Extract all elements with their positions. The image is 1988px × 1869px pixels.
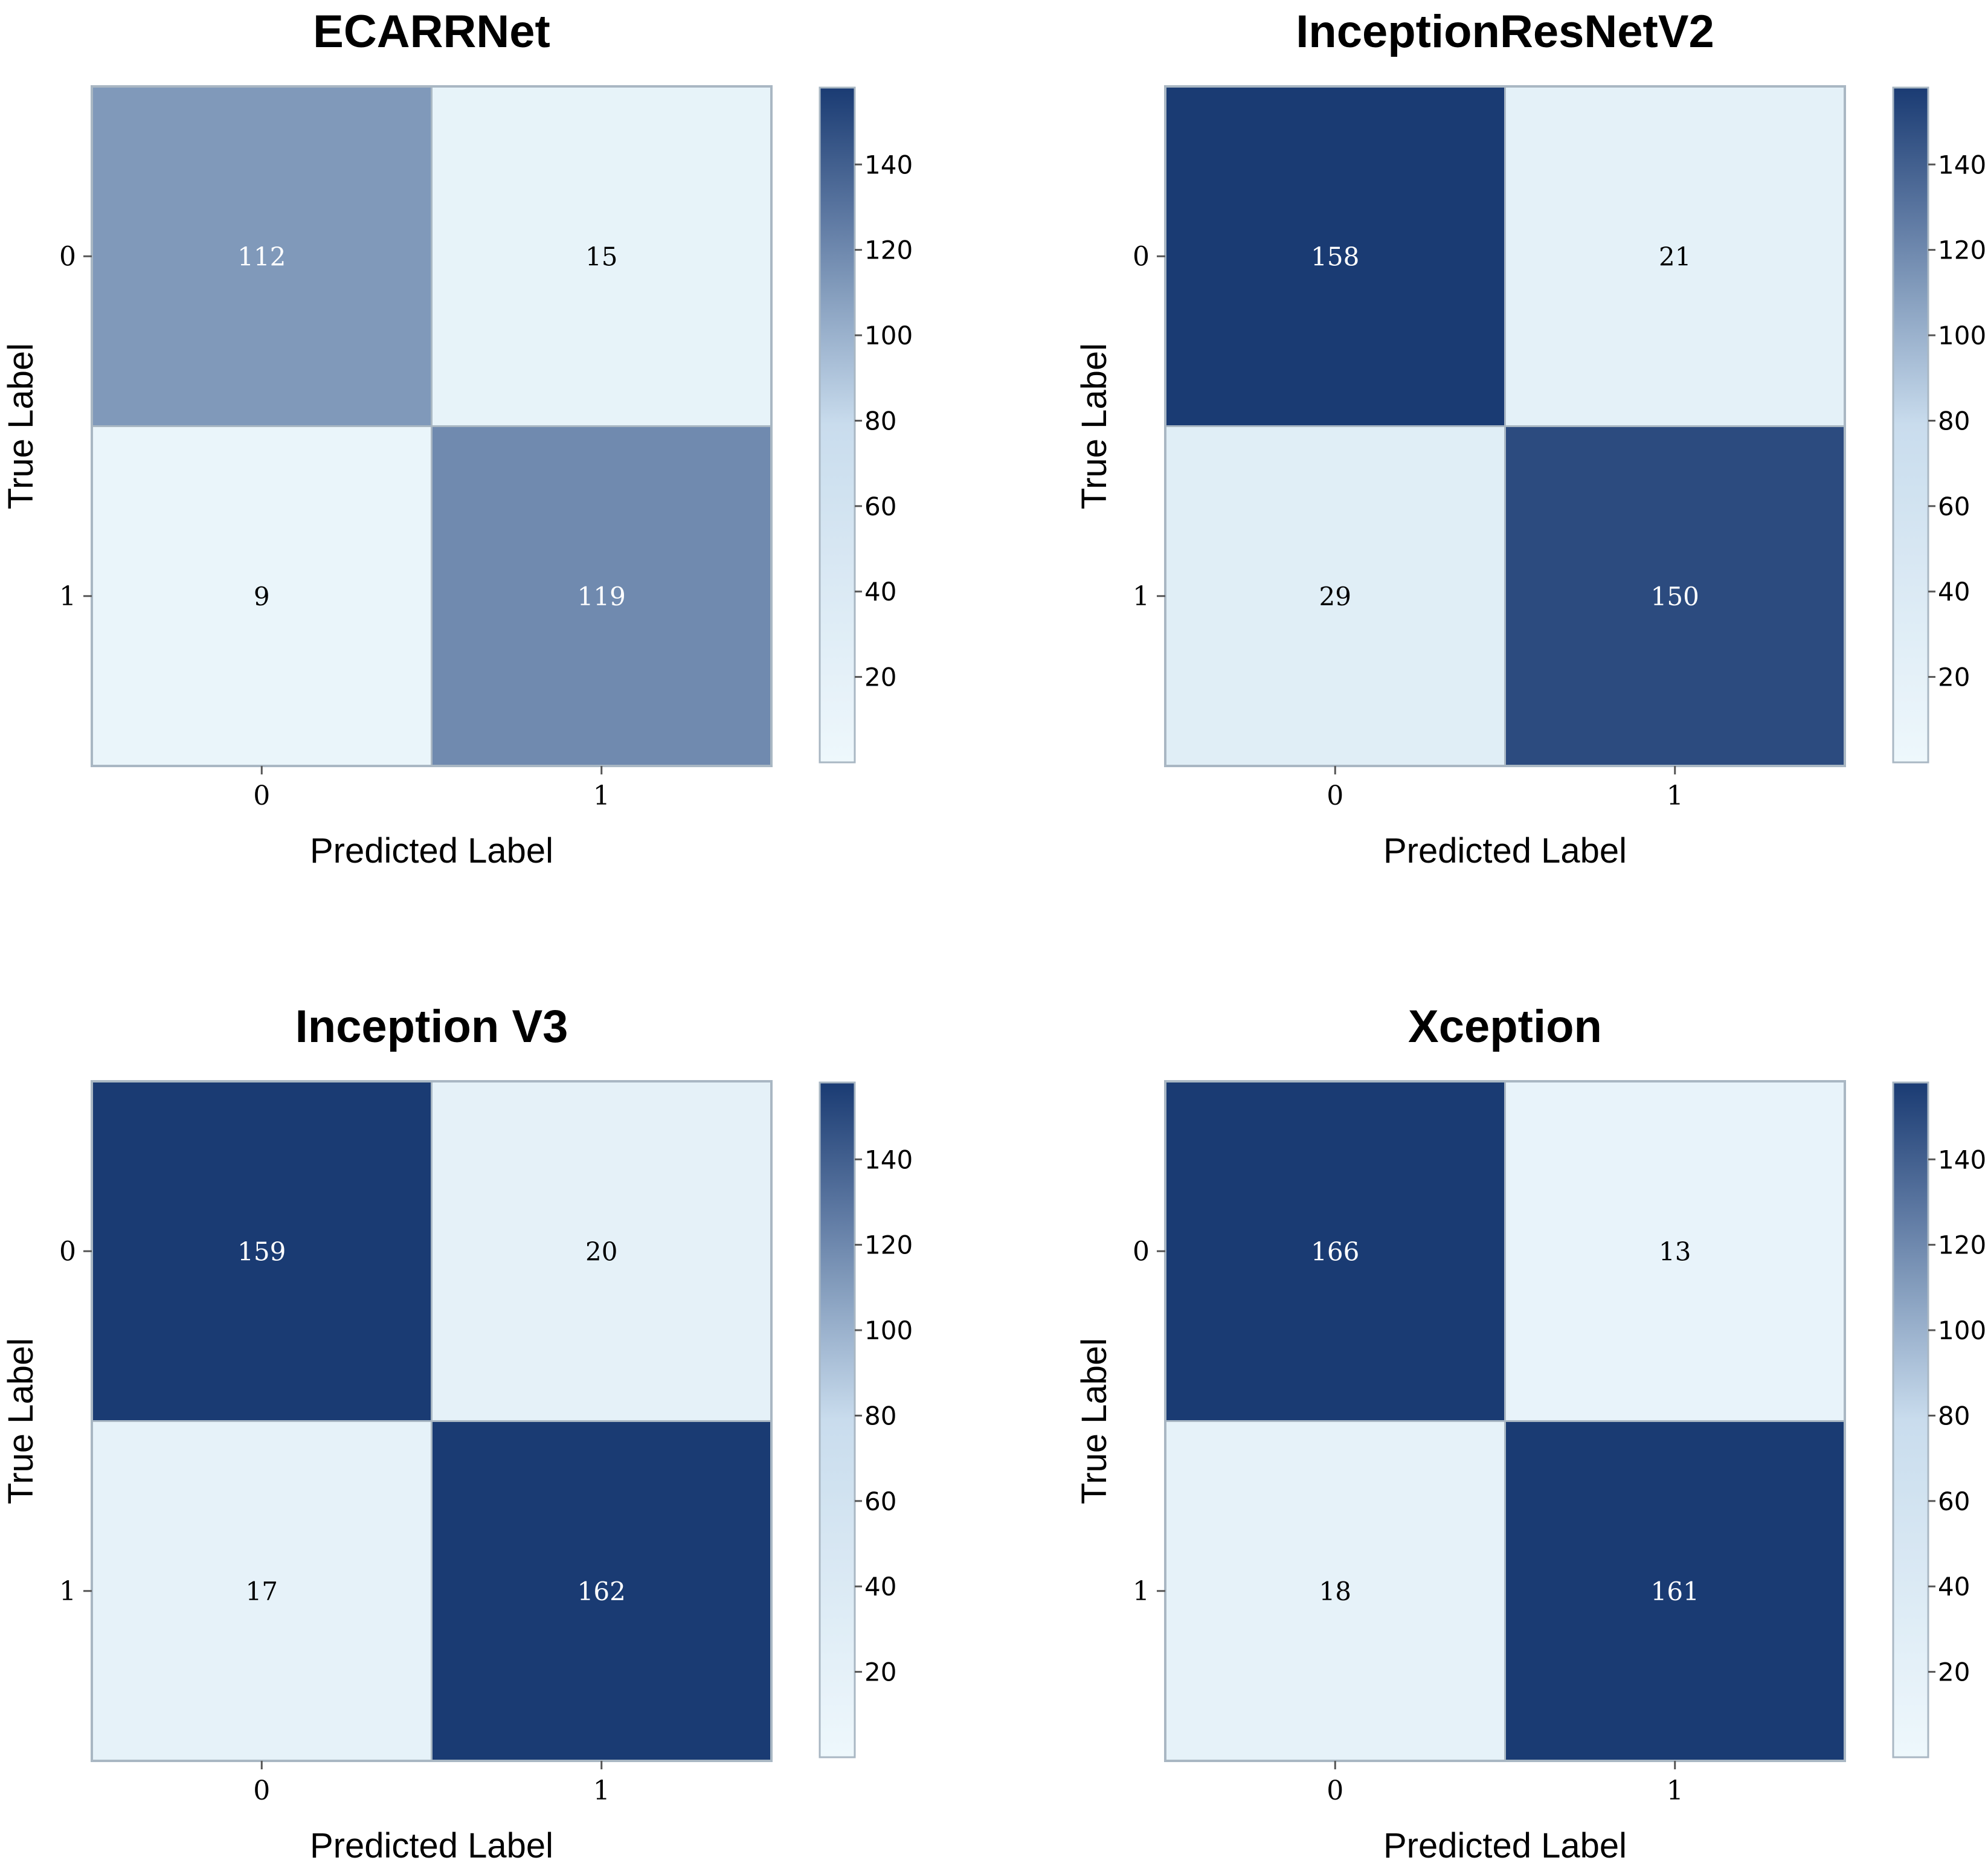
cell-value-label: 119: [577, 582, 626, 611]
colorbar-tick-label: 20: [1938, 1658, 1970, 1687]
colorbar-tick-label: 120: [864, 236, 913, 265]
colorbar-tick-label: 60: [1938, 1487, 1970, 1516]
heatmap-cell: [1164, 1080, 1506, 1422]
heatmap-cell: [91, 85, 433, 427]
x-tick-label: 0: [253, 1775, 270, 1806]
y-tick-label: 0: [59, 1236, 76, 1267]
colorbar-tick-label: 140: [1938, 1145, 1986, 1174]
colorbar-tick-label: 140: [1938, 150, 1986, 179]
x-tick-label: 1: [1667, 1775, 1684, 1806]
y-axis-label: True Label: [1075, 343, 1114, 509]
x-tick-label: 0: [253, 780, 270, 811]
cell-value-label: 158: [1311, 242, 1359, 271]
colorbar-tick-label: 120: [864, 1230, 913, 1260]
heatmap-cell: [91, 1420, 433, 1762]
chart-title: Inception V3: [295, 1001, 568, 1052]
colorbar-tick-label: 120: [1938, 1230, 1986, 1260]
chart-title: Xception: [1408, 1001, 1602, 1052]
cell-value-label: 15: [585, 242, 617, 271]
heatmap-cell: [431, 85, 773, 427]
colorbar-tick-label: 80: [1938, 406, 1970, 436]
confusion-matrix-panel: Xception 166 13 18 161 0 1 0 1 Predicted Label Tru…: [1075, 1001, 1986, 1865]
colorbar-tick-label: 140: [864, 150, 913, 179]
cell-value-label: 162: [577, 1577, 626, 1606]
heatmap-cell: [91, 1080, 433, 1422]
colorbar-tick-label: 40: [1938, 1572, 1970, 1601]
cell-value-label: 13: [1659, 1237, 1691, 1266]
x-tick-label: 1: [593, 780, 610, 811]
x-tick-label: 1: [1667, 780, 1684, 811]
heatmap-frame: [91, 85, 773, 767]
colorbar-tick-label: 100: [864, 321, 913, 350]
colorbar-tick-label: 100: [1938, 321, 1986, 350]
cell-value-label: 18: [1319, 1577, 1351, 1606]
colorbar: [819, 1081, 856, 1758]
heatmap-frame: [1164, 1080, 1846, 1762]
y-tick-label: 0: [1133, 1236, 1150, 1267]
colorbar-tick-label: 40: [1938, 577, 1970, 606]
heatmap-cell: [431, 425, 773, 767]
colorbar-tick-label: 40: [864, 577, 896, 606]
cell-value-label: 112: [237, 242, 286, 271]
y-axis-label: True Label: [1075, 1338, 1114, 1504]
cell-value-label: 20: [585, 1237, 617, 1266]
colorbar-tick-label: 140: [864, 1145, 913, 1174]
x-tick-label: 1: [593, 1775, 610, 1806]
heatmap-cell: [91, 425, 433, 767]
colorbar-tick-label: 80: [864, 406, 896, 436]
confusion-matrix-panel: InceptionResNetV2 158 21 29 150 0 1 0 1 Predicted…: [1075, 6, 1986, 870]
heatmap-cell: [1504, 1420, 1846, 1762]
heatmap-cell: [431, 1080, 773, 1422]
x-axis-label: Predicted Label: [310, 1826, 553, 1865]
y-axis-label: True Label: [1, 1338, 40, 1504]
chart-title: InceptionResNetV2: [1296, 6, 1714, 57]
x-axis-label: Predicted Label: [1383, 831, 1627, 870]
y-tick-label: 1: [1133, 1576, 1150, 1607]
cell-value-label: 9: [254, 582, 270, 611]
x-axis-label: Predicted Label: [310, 831, 553, 870]
cell-value-label: 17: [246, 1577, 278, 1606]
colorbar-tick-label: 40: [864, 1572, 896, 1601]
x-tick-label: 0: [1327, 1775, 1343, 1806]
cell-value-label: 29: [1319, 582, 1351, 611]
y-tick-label: 0: [1133, 241, 1150, 272]
y-axis-label: True Label: [1, 343, 40, 509]
x-axis-label: Predicted Label: [1383, 1826, 1627, 1865]
cell-value-label: 150: [1651, 582, 1699, 611]
x-tick-label: 0: [1327, 780, 1343, 811]
cell-value-label: 161: [1651, 1577, 1699, 1606]
colorbar-tick-label: 120: [1938, 236, 1986, 265]
heatmap-cell: [1164, 85, 1506, 427]
heatmap-frame: [1164, 85, 1846, 767]
heatmap-cell: [431, 1420, 773, 1762]
chart-title: ECARRNet: [313, 6, 550, 57]
colorbar-tick-label: 100: [864, 1316, 913, 1345]
cell-value-label: 159: [237, 1237, 286, 1266]
colorbar-tick-label: 20: [864, 1658, 896, 1687]
colorbar-tick-label: 20: [864, 663, 896, 692]
cell-value-label: 21: [1659, 242, 1691, 271]
heatmap-frame: [91, 1080, 773, 1762]
confusion-matrix-panel: Inception V3 159 20 17 162 0 1 0 1 Predicted Labe…: [1, 1001, 913, 1865]
colorbar-tick-label: 60: [864, 1487, 896, 1516]
heatmap-cell: [1504, 1080, 1846, 1422]
colorbar-tick-label: 60: [864, 492, 896, 521]
y-tick-label: 1: [59, 581, 76, 612]
colorbar-tick-label: 80: [1938, 1401, 1970, 1430]
colorbar: [819, 86, 856, 764]
heatmap-cell: [1164, 425, 1506, 767]
colorbar-tick-label: 100: [1938, 1316, 1986, 1345]
heatmap-cell: [1164, 1420, 1506, 1762]
y-tick-label: 1: [59, 1576, 76, 1607]
y-tick-label: 0: [59, 241, 76, 272]
colorbar-tick-label: 20: [1938, 663, 1970, 692]
confusion-matrix-panel: ECARRNet 112 15 9 119 0 1 0 1 Predicted Label True…: [1, 6, 913, 870]
cell-value-label: 166: [1311, 1237, 1359, 1266]
colorbar: [1892, 86, 1929, 764]
colorbar-tick-label: 60: [1938, 492, 1970, 521]
colorbar-tick-label: 80: [864, 1401, 896, 1430]
y-tick-label: 1: [1133, 581, 1150, 612]
colorbar: [1892, 1081, 1929, 1758]
